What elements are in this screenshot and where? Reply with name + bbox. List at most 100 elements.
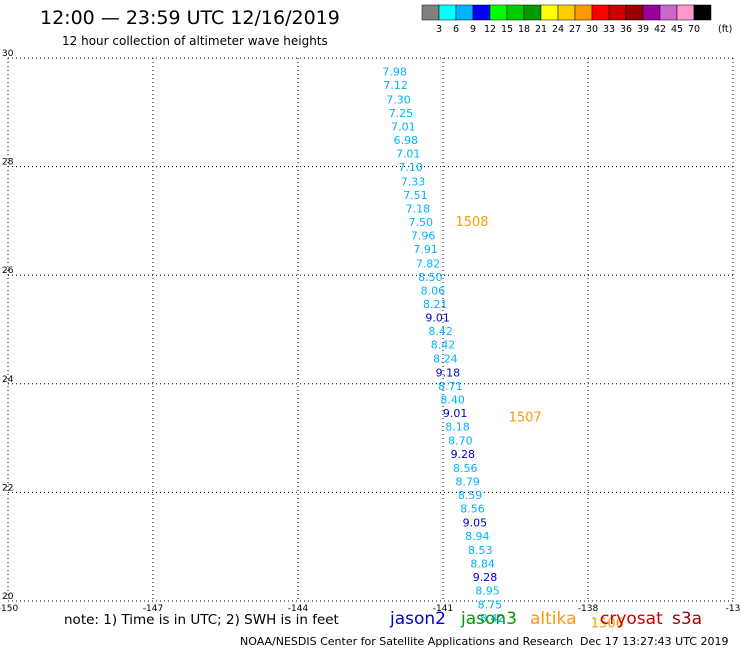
color-swatch xyxy=(642,4,661,21)
wave-height-value: 8.79 xyxy=(455,476,480,489)
wave-height-value: 8.94 xyxy=(465,530,490,543)
y-tick-label: 24 xyxy=(2,375,14,385)
color-scale-label: 33 xyxy=(603,24,615,35)
satellite-name: cryosat xyxy=(600,609,663,629)
color-swatch xyxy=(625,4,644,21)
color-swatch xyxy=(659,4,678,21)
wave-height-value: 7.01 xyxy=(391,120,416,133)
color-swatch xyxy=(489,4,508,21)
x-tick-label: -150 xyxy=(0,604,18,614)
color-swatch xyxy=(472,4,491,21)
satellite-legend: jason2 jason3 altika cryosat s3a xyxy=(389,609,702,629)
wave-height-value: 9.05 xyxy=(463,516,488,529)
wave-height-value: 9.01 xyxy=(443,407,468,420)
color-scale-label: 45 xyxy=(671,24,683,35)
color-scale-label: 3 xyxy=(436,24,442,35)
color-scale-label: 42 xyxy=(654,24,666,35)
wave-height-value: 8.53 xyxy=(468,544,493,557)
wave-height-value: 8.06 xyxy=(421,284,446,297)
wave-height-value: 7.12 xyxy=(383,79,408,92)
color-scale-label: 12 xyxy=(484,24,496,35)
color-scale-label: 24 xyxy=(552,24,564,35)
x-tick-label: -138 xyxy=(578,604,599,614)
color-swatch xyxy=(523,4,542,21)
color-swatch xyxy=(608,4,627,21)
satellite-name: jason3 xyxy=(460,609,517,629)
wave-height-value: 7.82 xyxy=(416,257,441,270)
chart-title: 12:00 — 23:59 UTC 12/16/2019 xyxy=(40,7,340,29)
wave-height-value: 8.18 xyxy=(445,421,470,434)
wave-height-value: 7.18 xyxy=(406,202,431,215)
color-scale-label: 21 xyxy=(535,24,547,35)
wave-height-value: 7.51 xyxy=(403,189,428,202)
wave-height-value: 7.96 xyxy=(411,230,436,243)
wave-height-value: 8.70 xyxy=(448,434,473,447)
color-swatch xyxy=(540,4,559,21)
color-scale-label: 6 xyxy=(453,24,459,35)
x-tick-label: -144 xyxy=(288,604,309,614)
color-scale-label: 15 xyxy=(501,24,513,35)
color-scale-label: 70 xyxy=(688,24,700,35)
pass-number-labels: 1508 1507 1506 xyxy=(455,215,623,632)
wave-height-value: 6.98 xyxy=(394,134,419,147)
wave-height-value: 8.42 xyxy=(428,325,453,338)
color-scale-label: 39 xyxy=(637,24,649,35)
wave-height-value: 8.42 xyxy=(431,339,456,352)
y-tick-label: 20 xyxy=(2,592,14,602)
wave-height-value: 7.50 xyxy=(409,216,434,229)
footer-note: note: 1) Time is in UTC; 2) SWH is in fe… xyxy=(64,612,339,628)
wave-height-value: 8.42 xyxy=(480,612,505,625)
timestamp: Dec 17 13:27:43 UTC 2019 xyxy=(580,635,728,648)
color-scale-label: 27 xyxy=(569,24,581,35)
color-scale-legend: 3 6 9 12 15 18 21 24 27 30 33 36 39 42 45 70 (ft) xyxy=(421,4,732,35)
wave-height-value: 8.24 xyxy=(433,352,458,365)
color-swatch xyxy=(574,4,593,21)
x-tick-label: -141 xyxy=(433,604,453,614)
pass-number: 1506 xyxy=(591,617,624,632)
wave-height-value: 9.28 xyxy=(451,448,476,461)
wave-height-value: 8.84 xyxy=(470,558,495,571)
color-swatch xyxy=(455,4,474,21)
wave-height-value: 8.40 xyxy=(440,394,465,407)
chart-subtitle: 12 hour collection of altimeter wave hei… xyxy=(62,34,328,48)
pass-number: 1507 xyxy=(509,410,542,425)
wave-height-value: 7.91 xyxy=(413,243,438,256)
wave-height-value: 8.50 xyxy=(418,271,443,284)
y-tick-label: 28 xyxy=(2,158,14,168)
axis-tick-labels: -150 -147 -144 -141 -138 -13 30 28 26 24 22 20 xyxy=(0,49,740,614)
credit-line: NOAA/NESDIS Center for Satellite Applica… xyxy=(240,635,573,648)
color-swatch xyxy=(557,4,576,21)
color-scale-label: 18 xyxy=(518,24,530,35)
color-swatch xyxy=(693,4,712,21)
wave-height-value: 7.33 xyxy=(401,175,426,188)
wave-height-value: 8.95 xyxy=(475,585,500,598)
wave-height-labels: 7.987.127.307.257.016.987.017.107.337.51… xyxy=(382,66,504,625)
wave-height-value: 8.21 xyxy=(423,298,448,311)
wave-height-value: 8.59 xyxy=(458,489,483,502)
wave-height-value: 9.18 xyxy=(436,366,461,379)
wave-height-value: 7.98 xyxy=(382,66,407,79)
y-tick-label: 22 xyxy=(2,483,13,493)
color-swatch xyxy=(438,4,457,21)
wave-height-value: 9.01 xyxy=(425,312,450,325)
y-tick-label: 26 xyxy=(2,266,14,276)
wave-height-value: 8.71 xyxy=(438,380,463,393)
color-scale-label: 30 xyxy=(586,24,598,35)
color-swatch xyxy=(506,4,525,21)
color-swatch xyxy=(676,4,695,21)
wave-height-value: 7.10 xyxy=(398,161,423,174)
color-scale-label: 36 xyxy=(620,24,632,35)
pass-number: 1508 xyxy=(455,215,488,230)
wave-height-value: 7.30 xyxy=(386,93,411,106)
wave-height-value: 8.56 xyxy=(453,462,478,475)
x-tick-label: -13 xyxy=(726,604,740,614)
x-tick-label: -147 xyxy=(143,604,163,614)
lat-lon-grid xyxy=(7,57,734,602)
color-scale-unit: (ft) xyxy=(718,24,732,35)
satellite-name: altika xyxy=(530,609,577,629)
satellite-name: jason2 xyxy=(389,609,446,629)
color-swatch xyxy=(421,4,440,21)
color-scale-label: 9 xyxy=(470,24,476,35)
y-tick-label: 30 xyxy=(2,49,14,59)
